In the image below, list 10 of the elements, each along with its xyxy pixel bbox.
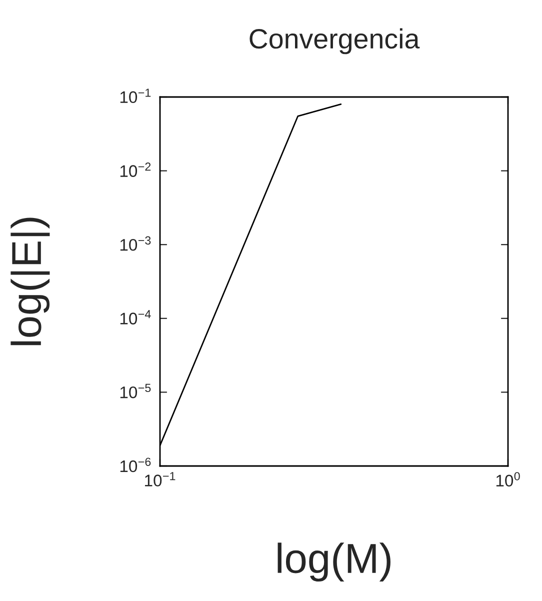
y-tick-label: 10$^{−6}$ (120, 458, 151, 472)
y-tick-label: 10$^{−4}$ (120, 310, 151, 324)
x-axis-title: log(M) (278, 542, 390, 582)
y-axis-title: log(|E|) (10, 218, 50, 346)
x-tick-label: 10$^{0}$ (496, 472, 520, 487)
chart-title: Convergencia (250, 28, 420, 54)
y-tick-label: 10$^{−1}$ (120, 88, 151, 104)
y-tick-label: 10$^{−2}$ (120, 162, 151, 177)
y-tick-label: 10$^{−5}$ (120, 384, 151, 398)
y-tick-label: 10$^{−3}$ (120, 236, 151, 251)
